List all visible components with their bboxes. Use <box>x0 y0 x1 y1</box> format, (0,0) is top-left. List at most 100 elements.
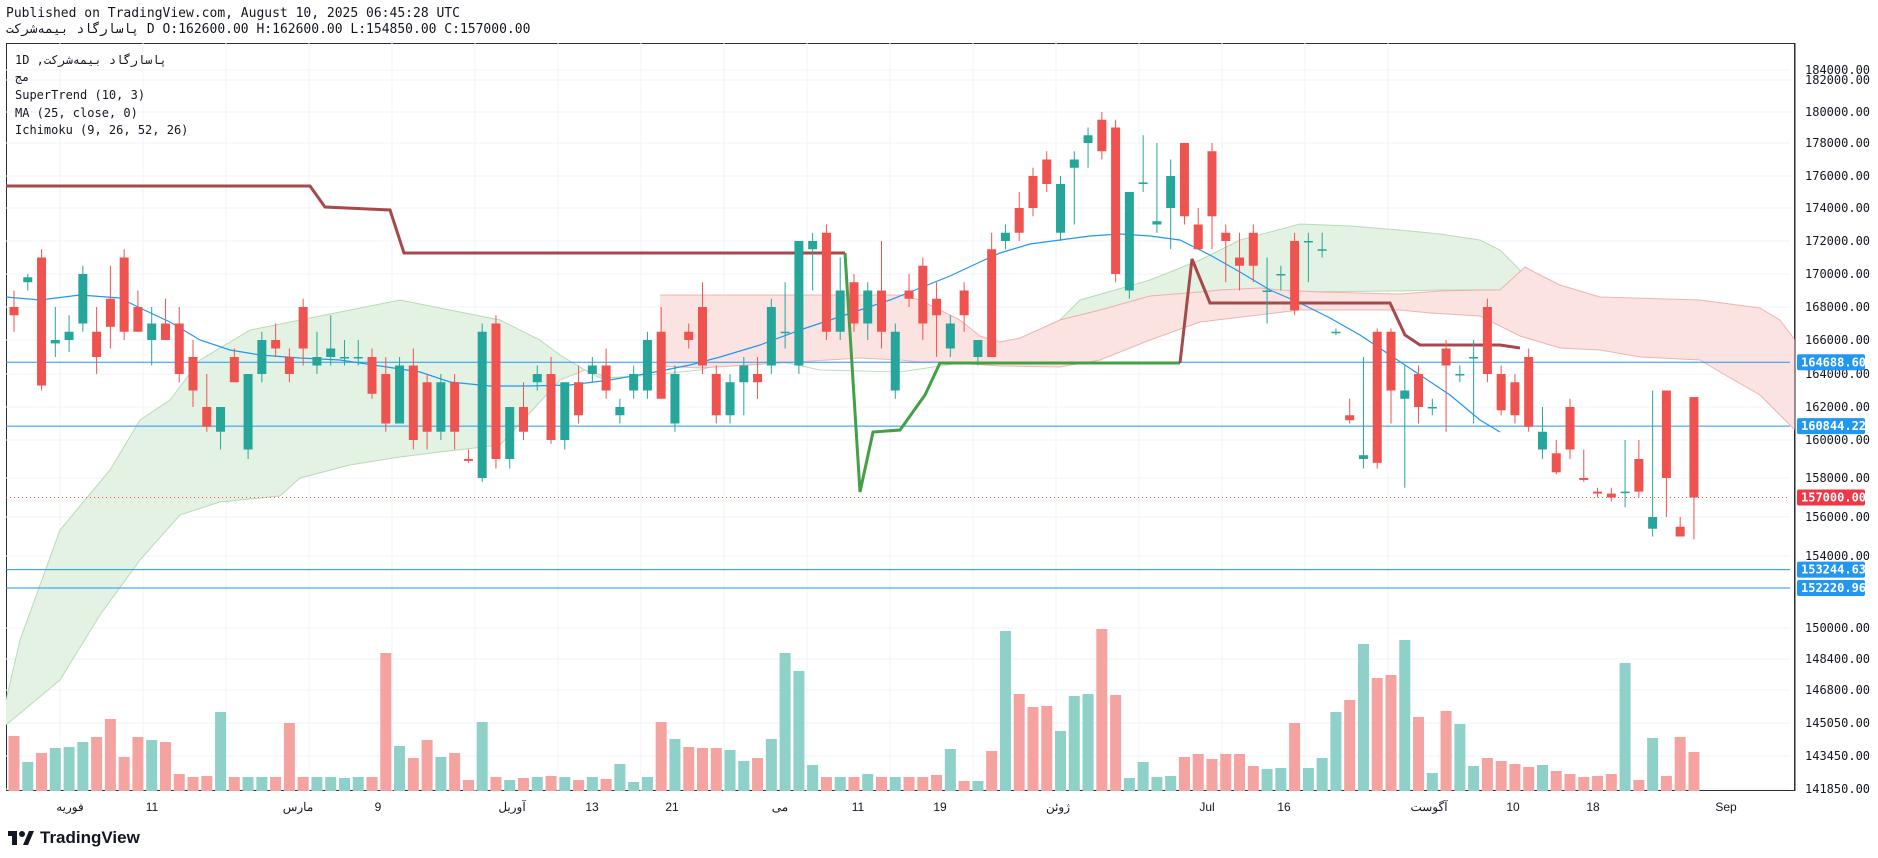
volume-bar <box>228 777 240 791</box>
candle-body <box>1262 290 1272 292</box>
volume-bar <box>834 777 846 791</box>
candle-body <box>1303 241 1313 243</box>
volume-bar <box>1371 678 1383 791</box>
candle-body <box>656 331 666 399</box>
candle-body <box>1248 232 1258 266</box>
candle-body <box>1510 382 1520 416</box>
candle-body <box>1551 453 1561 473</box>
candle-body <box>312 357 322 366</box>
candle-body <box>1193 224 1203 250</box>
y-tick-label: 168000.00 <box>1805 300 1870 314</box>
candle-body <box>1166 176 1176 208</box>
volume-bar <box>1178 757 1190 791</box>
volume-bar <box>256 777 268 791</box>
volume-bar <box>820 777 832 791</box>
candle-body <box>477 331 487 478</box>
candle-body <box>1179 143 1189 217</box>
candle-body <box>133 307 143 332</box>
candle-body <box>1414 374 1424 407</box>
candle-body <box>1000 232 1010 241</box>
candle-body <box>23 277 33 283</box>
volume-bar <box>848 777 860 791</box>
candle-body <box>1455 374 1465 376</box>
volume-bar <box>504 780 516 791</box>
legend-ichimoku[interactable]: Ichimoku (9, 26, 52, 26) <box>15 123 189 137</box>
volume-bar <box>1564 774 1576 791</box>
volume-bar <box>146 740 158 791</box>
candle-body <box>1152 221 1162 225</box>
candle-body <box>766 307 776 366</box>
volume-bar <box>1688 752 1700 791</box>
candle-body <box>918 265 928 324</box>
y-tick-label: 170000.00 <box>1805 267 1870 281</box>
candle-body <box>1634 459 1644 492</box>
legend-ma[interactable]: MA (25, close, 0) <box>15 106 138 120</box>
volume-bar <box>1426 773 1438 791</box>
volume-bar <box>1302 768 1314 791</box>
x-tick-label: 19 <box>933 800 947 814</box>
volume-bar <box>1385 675 1397 791</box>
volume-bar <box>1275 768 1287 791</box>
candle-body <box>1097 119 1107 152</box>
candle-body <box>257 340 267 374</box>
legend-supertrend[interactable]: SuperTrend (10, 3) <box>15 88 146 102</box>
candle-body <box>339 357 349 359</box>
volume-bar <box>462 780 474 791</box>
y-tick-label: 148400.00 <box>1805 652 1870 666</box>
level-price-tag-bg <box>1797 418 1865 435</box>
level-price-tag-bg <box>1797 580 1865 597</box>
x-tick-label: ژوئن <box>1046 800 1070 814</box>
candle-body <box>1331 331 1341 334</box>
volume-bar <box>187 777 199 791</box>
volume-bar <box>1316 758 1328 791</box>
volume-bar <box>63 747 75 791</box>
candle-body <box>353 357 363 359</box>
volume-bar <box>1027 707 1039 791</box>
volume-bar <box>986 751 998 791</box>
volume-bar <box>807 765 819 791</box>
candle-body <box>725 382 735 416</box>
volume-bar <box>1110 695 1122 791</box>
candle-body <box>1290 241 1300 311</box>
volume-bar <box>490 777 502 791</box>
level-price-tag: 153244.63 <box>1801 563 1866 577</box>
candle-body <box>1496 374 1506 411</box>
candle-body <box>1014 208 1024 233</box>
candle-body <box>64 331 74 340</box>
candle-body <box>518 407 528 432</box>
volume-bar <box>1633 780 1645 791</box>
tradingview-logo[interactable]: TradingView <box>8 828 140 848</box>
x-tick-label: 18 <box>1586 800 1600 814</box>
legend-symbol[interactable]: 1D ,پاسارگاد بیمه‌شرکت <box>15 53 167 67</box>
volume-bar <box>173 774 185 791</box>
symbol-name[interactable]: پاسارگاد بیمه‌شرکت <box>6 22 140 37</box>
candle-body <box>1675 526 1685 537</box>
candle-body <box>1345 415 1355 421</box>
y-tick-label: 158000.00 <box>1805 471 1870 485</box>
volume-bar <box>697 748 708 791</box>
volume-bar <box>972 781 984 791</box>
volume-bar <box>77 742 89 791</box>
y-tick-label: 184000.00 <box>1805 63 1870 77</box>
candle-body <box>408 365 418 440</box>
volume-bar <box>765 739 777 791</box>
candle-body <box>1111 127 1121 274</box>
candle-body <box>229 357 239 383</box>
volume-bar <box>1096 629 1108 791</box>
volume-bar <box>628 782 640 791</box>
volume-bar <box>118 757 130 791</box>
published-line: Published on TradingView.com, August 10,… <box>6 6 460 21</box>
candle-body <box>1661 390 1671 478</box>
candle-body <box>1593 491 1603 494</box>
candle-body <box>395 365 405 424</box>
volume-bar <box>1495 761 1507 791</box>
candle-body <box>904 290 914 299</box>
volume-bar <box>325 777 337 791</box>
candle-body <box>216 407 226 432</box>
x-tick-label: می <box>772 800 788 814</box>
candle-body <box>1276 274 1286 276</box>
volume-bar <box>641 777 653 791</box>
candle-body <box>1469 357 1479 359</box>
volume-bar <box>669 739 681 791</box>
